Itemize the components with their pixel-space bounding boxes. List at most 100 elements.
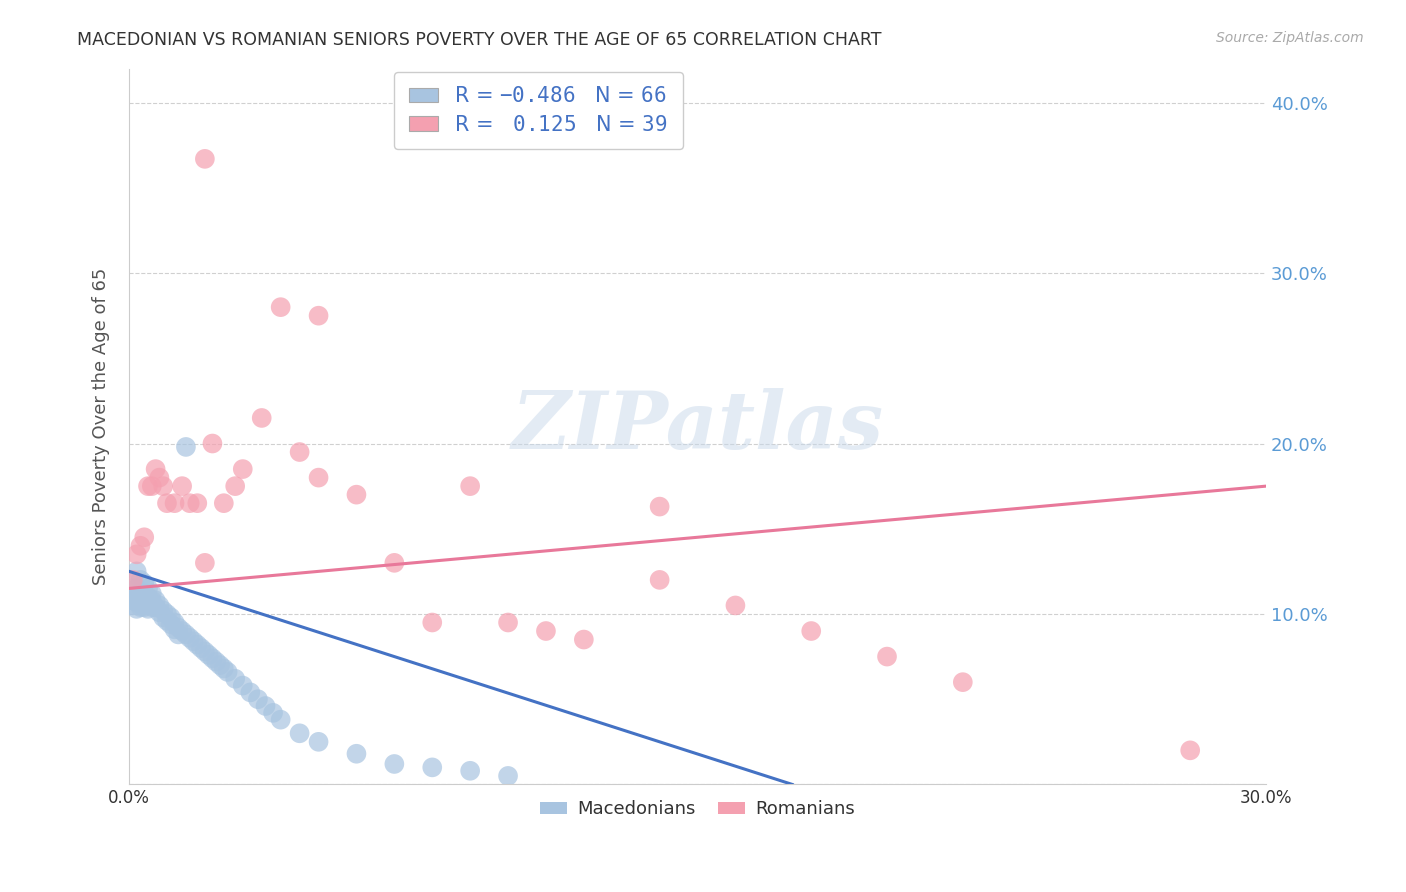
Point (179, 631, 201, 645)
Point (201, 651, 224, 665)
Point (194, 152, 217, 166)
Point (186, 496, 208, 510)
Point (496, 769, 519, 783)
Point (125, 595, 148, 609)
Point (420, 760, 443, 774)
Point (800, 624, 823, 638)
Point (145, 462, 167, 476)
Point (125, 590, 148, 604)
Point (876, 649, 898, 664)
Point (420, 615, 443, 630)
Point (382, 756, 405, 771)
Point (125, 547, 148, 561)
Point (122, 599, 145, 613)
Point (141, 600, 163, 615)
Point (122, 593, 145, 607)
Point (174, 440, 197, 454)
Point (190, 641, 212, 656)
Point (134, 576, 156, 591)
Point (224, 672, 246, 686)
Point (224, 479, 246, 493)
Point (136, 582, 159, 596)
Point (134, 600, 156, 615)
Point (201, 436, 224, 450)
Point (254, 699, 277, 714)
Point (141, 479, 163, 493)
Point (458, 479, 481, 493)
Point (152, 603, 174, 617)
Point (270, 713, 292, 727)
Point (134, 530, 156, 544)
Point (145, 600, 167, 615)
Point (208, 658, 231, 673)
Point (308, 309, 330, 323)
Point (232, 679, 254, 693)
Point (1180, 743, 1202, 757)
Point (250, 411, 273, 425)
Point (212, 496, 235, 510)
Point (174, 627, 197, 641)
Point (156, 496, 179, 510)
Point (724, 599, 747, 613)
Point (152, 479, 174, 493)
Point (534, 624, 557, 638)
Point (148, 470, 170, 484)
Point (122, 573, 145, 587)
Point (239, 685, 262, 699)
Point (163, 615, 186, 630)
Point (129, 573, 152, 587)
Point (167, 621, 190, 635)
Point (346, 488, 368, 502)
Point (308, 470, 330, 484)
Point (141, 586, 163, 600)
Point (648, 573, 671, 587)
Point (194, 644, 217, 658)
Text: ZIPatlas: ZIPatlas (512, 388, 883, 466)
Point (496, 615, 519, 630)
Point (159, 617, 181, 632)
Point (952, 675, 974, 690)
Point (148, 605, 170, 619)
Point (152, 610, 174, 624)
Point (136, 590, 159, 604)
Point (125, 582, 148, 596)
Point (246, 692, 269, 706)
Point (262, 706, 284, 720)
Point (134, 593, 156, 607)
Point (136, 597, 159, 611)
Point (156, 614, 179, 628)
Point (136, 479, 159, 493)
Point (136, 602, 159, 616)
Point (148, 599, 170, 613)
Point (346, 747, 368, 761)
Point (122, 590, 145, 604)
Point (129, 586, 152, 600)
Y-axis label: Seniors Poverty Over the Age of 65: Seniors Poverty Over the Age of 65 (93, 268, 110, 585)
Point (382, 556, 405, 570)
Point (217, 665, 239, 679)
Point (212, 661, 235, 675)
Legend: Macedonians, Romanians: Macedonians, Romanians (533, 793, 862, 825)
Point (572, 632, 595, 647)
Point (458, 764, 481, 778)
Text: Source: ZipAtlas.com: Source: ZipAtlas.com (1216, 31, 1364, 45)
Point (129, 600, 152, 615)
Point (159, 610, 181, 624)
Point (163, 496, 186, 510)
Point (270, 300, 292, 314)
Point (288, 726, 311, 740)
Point (205, 655, 228, 669)
Point (129, 593, 152, 607)
Point (194, 556, 217, 570)
Point (163, 623, 186, 637)
Point (167, 627, 190, 641)
Point (232, 462, 254, 476)
Point (186, 638, 208, 652)
Point (308, 735, 330, 749)
Point (125, 565, 148, 579)
Point (172, 624, 194, 638)
Point (145, 593, 167, 607)
Point (179, 496, 201, 510)
Point (141, 593, 163, 607)
Point (125, 602, 148, 616)
